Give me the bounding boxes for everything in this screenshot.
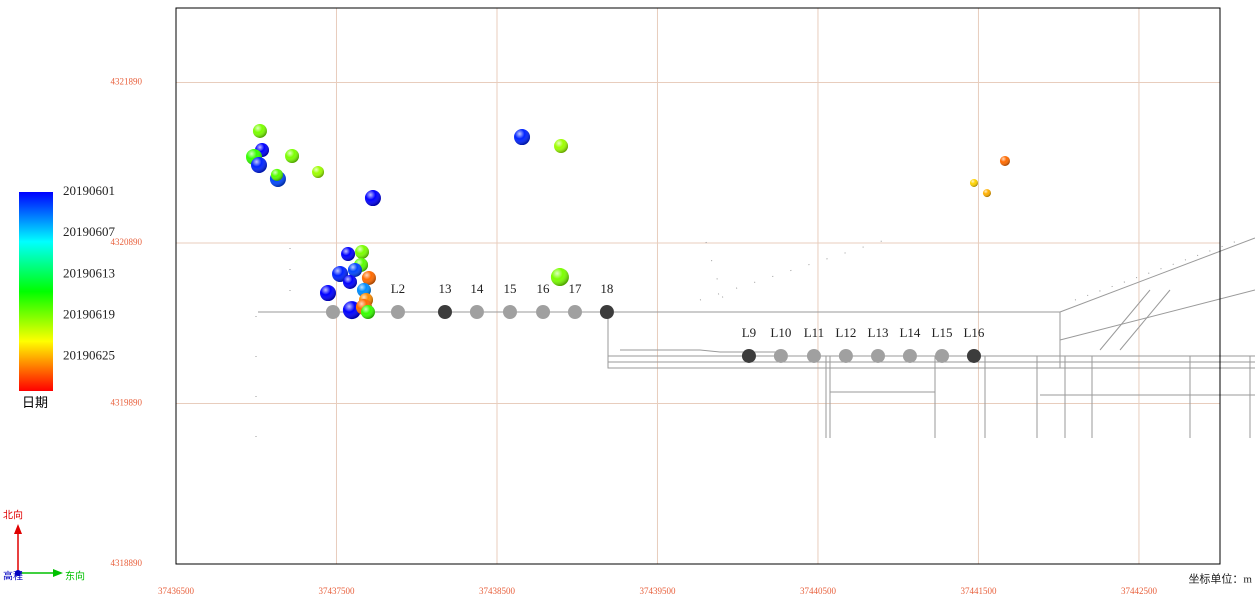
colorbar-tick-label: 20190613 <box>63 265 115 280</box>
tunnel-line <box>1099 289 1151 351</box>
station <box>390 305 405 320</box>
y-tick-label: 4318890 <box>111 558 143 568</box>
event-shading <box>999 155 1010 166</box>
x-tick-label: 37441500 <box>960 586 997 596</box>
event-shading <box>550 268 569 287</box>
y-tick-label: 4320890 <box>111 237 143 247</box>
north-label: 北向 <box>3 508 23 521</box>
event-shading <box>360 305 375 320</box>
event-shading <box>250 156 267 173</box>
station <box>773 348 788 363</box>
north-arrow-head <box>14 524 22 534</box>
x-tick-label: 37437500 <box>318 586 355 596</box>
colorbar-tick-label: 20190625 <box>63 348 115 363</box>
colorbar-tick-label: 20190607 <box>63 224 116 239</box>
event-shading <box>364 190 381 207</box>
dotted-line <box>705 241 726 306</box>
event-shading <box>355 244 370 259</box>
station-label: L15 <box>932 325 953 340</box>
station <box>469 305 484 320</box>
station-label: 16 <box>537 281 551 296</box>
station-label: 17 <box>568 281 582 296</box>
station-label: L10 <box>770 325 791 340</box>
station <box>325 305 340 320</box>
station <box>966 348 981 363</box>
station-label: L2 <box>391 281 405 296</box>
colorbar <box>19 192 53 391</box>
station <box>567 305 582 320</box>
station-label: L11 <box>804 325 824 340</box>
east-arrow-head <box>53 569 63 577</box>
east-label: 东向 <box>65 569 85 582</box>
colorbar-tick-label: 20190619 <box>63 307 115 322</box>
tunnel-line <box>620 349 780 353</box>
y-tick-label: 4319890 <box>111 398 143 408</box>
station-label: 18 <box>600 281 613 296</box>
station <box>536 305 551 320</box>
station-label: L9 <box>742 325 756 340</box>
station-label: 14 <box>470 281 484 296</box>
station <box>806 348 821 363</box>
event-shading <box>319 285 336 302</box>
station <box>902 348 917 363</box>
event-shading <box>554 139 569 154</box>
event-shading <box>332 265 349 282</box>
event-shading <box>285 148 300 163</box>
station-label: L16 <box>963 325 984 340</box>
station <box>502 305 517 320</box>
station-label: 13 <box>438 281 451 296</box>
station <box>870 348 885 363</box>
station <box>741 348 756 363</box>
marks <box>245 123 1010 363</box>
event-shading <box>341 247 356 262</box>
x-tick-label: 37436500 <box>158 586 195 596</box>
dotted-line <box>699 239 886 301</box>
up-label: 高程 <box>3 569 23 582</box>
plot-frame <box>175 7 1221 565</box>
station-label: L12 <box>835 325 856 340</box>
dotted-line <box>1074 239 1241 301</box>
unit-note: 坐标单位：m <box>1188 572 1252 586</box>
x-tick-label: 37440500 <box>800 586 837 596</box>
event-shading <box>514 129 531 146</box>
event-shading <box>982 189 991 198</box>
station <box>437 305 452 320</box>
station-label: L14 <box>899 325 920 340</box>
x-tick-label: 37438500 <box>479 586 516 596</box>
event-shading <box>270 168 283 181</box>
tunnel-line <box>607 312 1255 369</box>
event-shading <box>312 166 325 179</box>
grid <box>175 8 1220 565</box>
station <box>838 348 853 363</box>
tunnel-line <box>1059 289 1255 341</box>
tunnel-line <box>1059 237 1255 313</box>
x-tick-label: 37442500 <box>1121 586 1158 596</box>
event-shading <box>252 123 267 138</box>
y-tick-label: 4321890 <box>111 77 143 87</box>
colorbar-tick-label: 20190601 <box>63 183 115 198</box>
event-shading <box>361 270 376 285</box>
station <box>935 348 950 363</box>
station <box>599 305 614 320</box>
up-marker <box>15 570 21 576</box>
event-shading <box>969 178 978 187</box>
x-tick-label: 37439500 <box>639 586 676 596</box>
colorbar-label: 日期 <box>22 395 48 410</box>
tunnel-line <box>1119 289 1171 351</box>
event-shading <box>342 274 357 289</box>
event-shading <box>347 262 362 277</box>
station-label: 15 <box>503 281 516 296</box>
station-label: L13 <box>868 325 889 340</box>
